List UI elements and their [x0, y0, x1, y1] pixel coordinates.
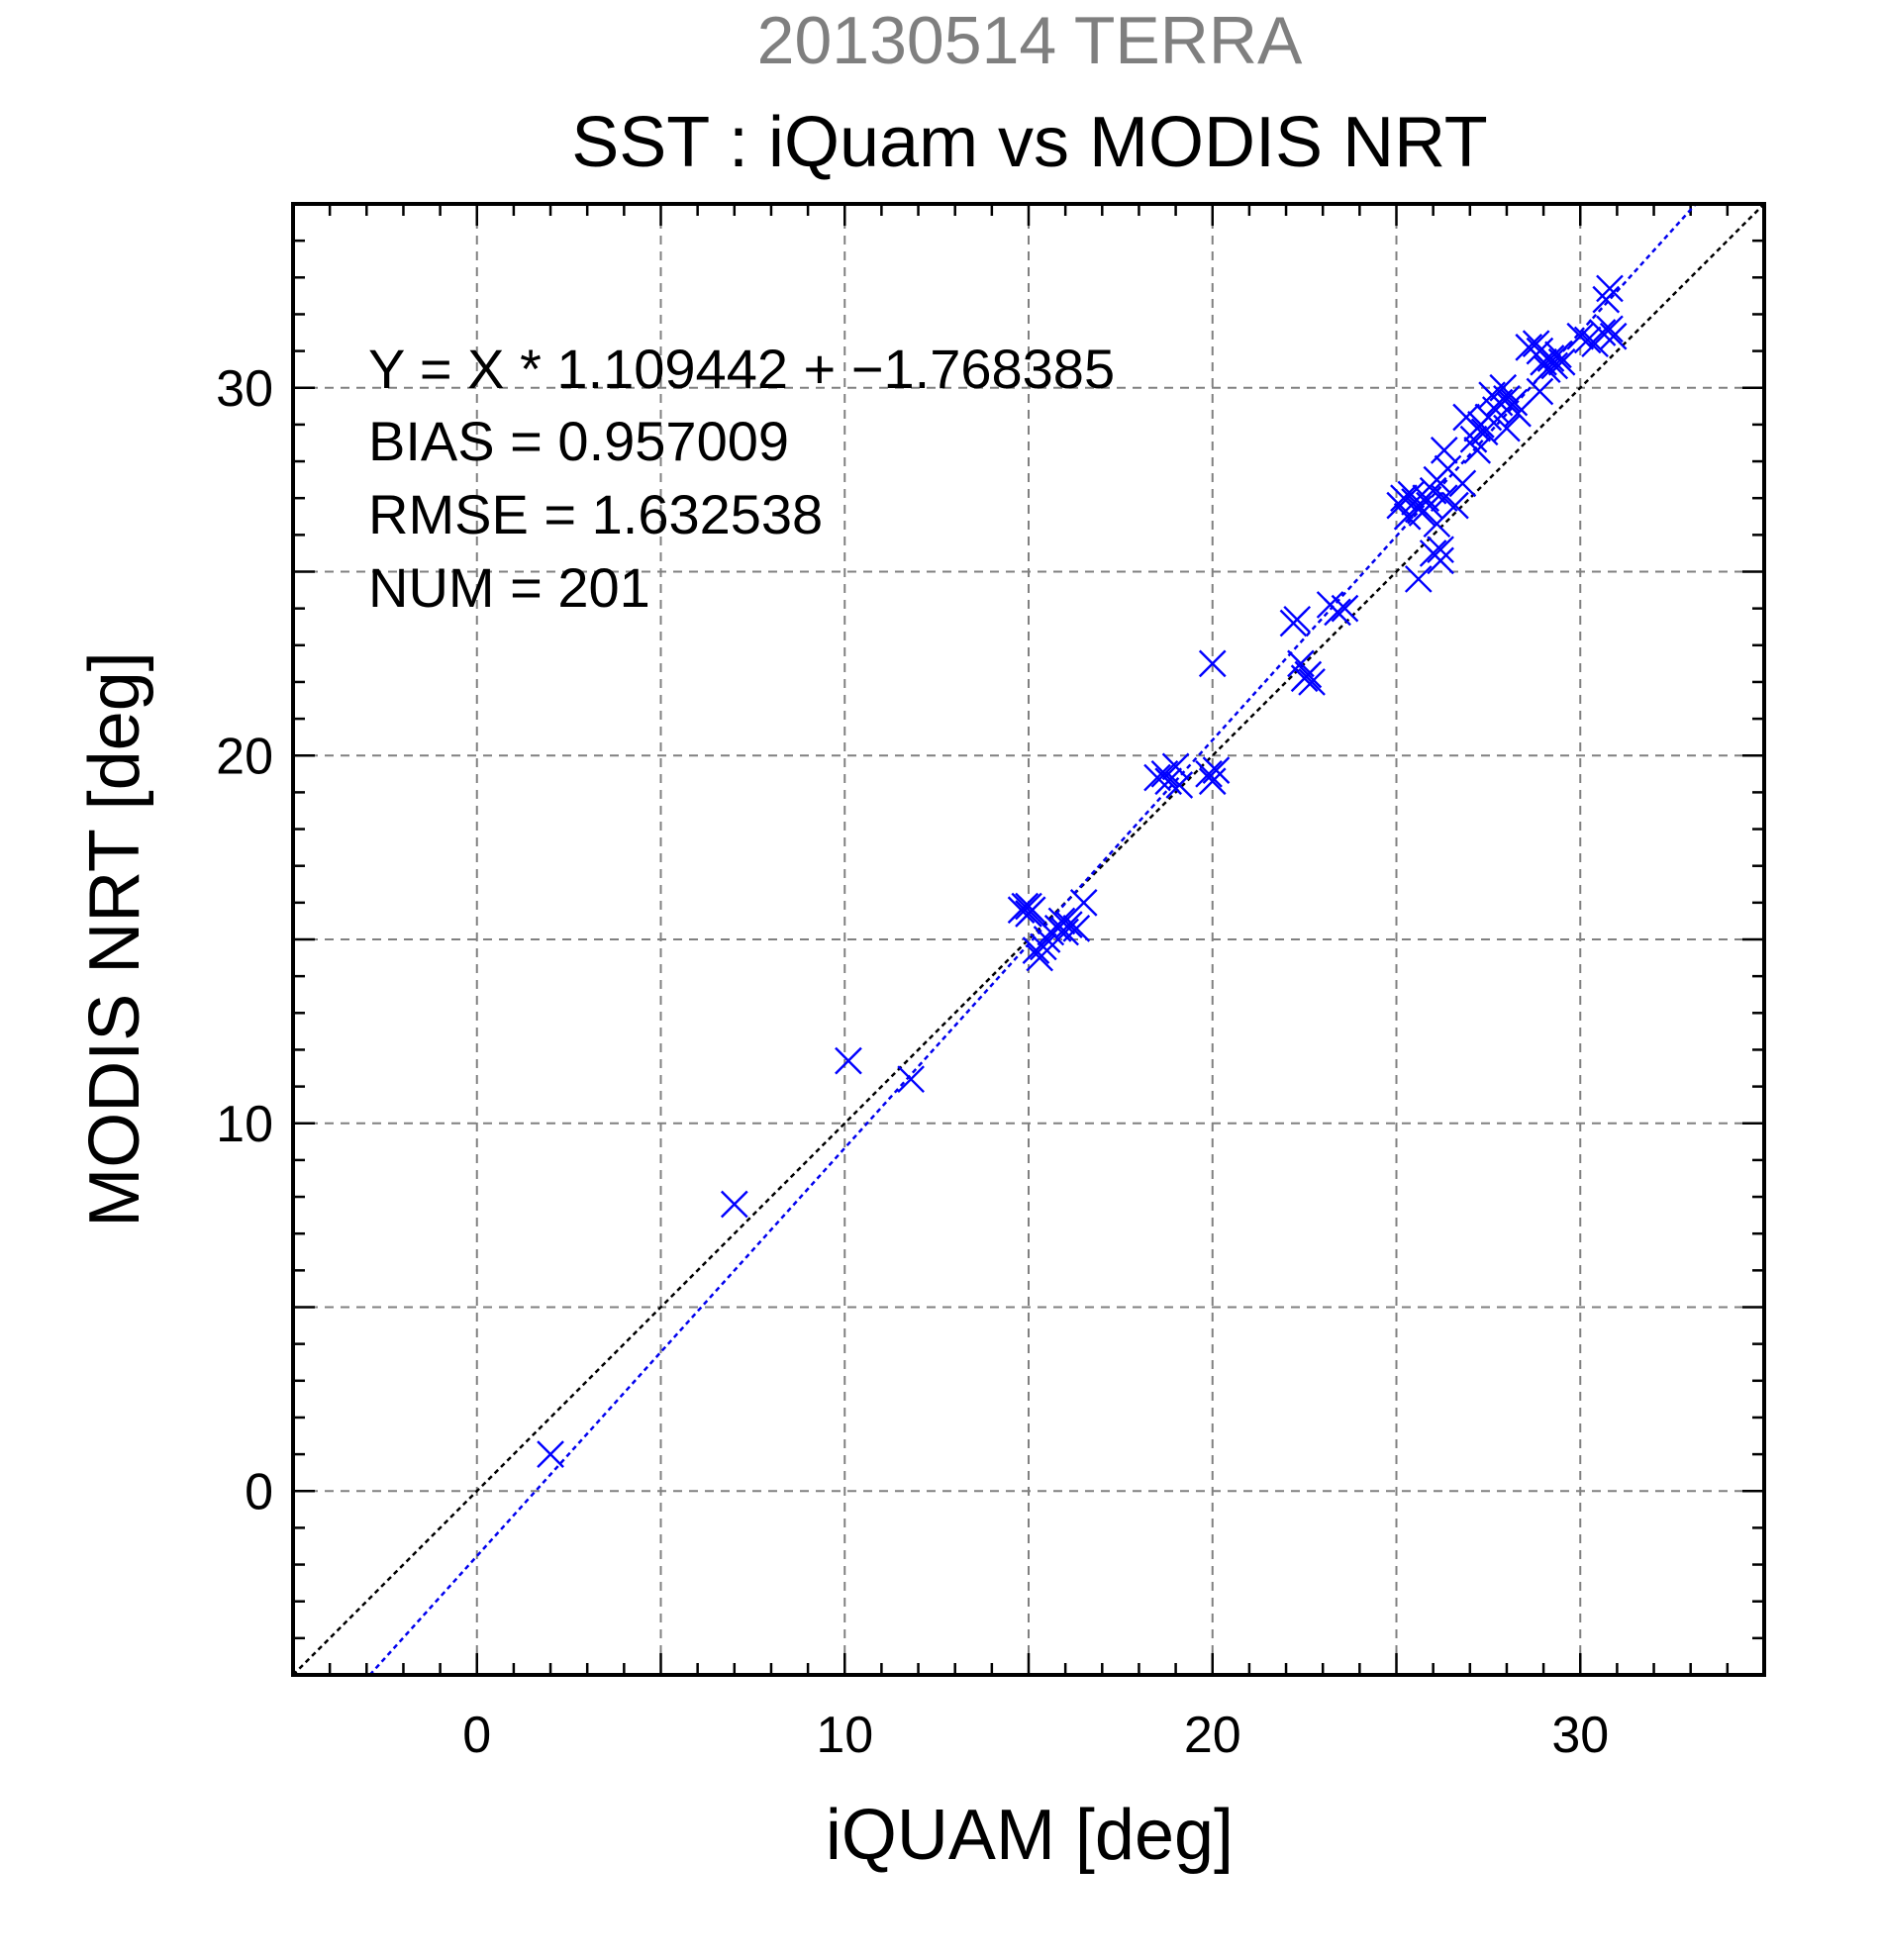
- data-point: [1390, 484, 1418, 513]
- data-point: [1026, 943, 1053, 972]
- data-point: [1526, 377, 1554, 406]
- data-point: [1493, 414, 1521, 442]
- data-point: [1283, 605, 1312, 634]
- data-point: [1069, 889, 1098, 917]
- data-point: [1573, 326, 1602, 354]
- num-text: NUM = 201: [368, 556, 650, 619]
- data-point: [1599, 322, 1628, 350]
- data-point: [1463, 437, 1492, 464]
- tick-labels: 0 10 20 30 0 10 20 30: [216, 360, 1609, 1764]
- data-point: [1596, 315, 1624, 343]
- x-tick-label: 10: [816, 1707, 873, 1764]
- data-point: [1198, 767, 1227, 796]
- data-point: [1298, 668, 1326, 696]
- data-point: [1047, 907, 1076, 935]
- data-point: [1165, 771, 1194, 799]
- data-point: [1592, 285, 1621, 314]
- data-point: [1055, 911, 1083, 938]
- data-point: [1430, 437, 1458, 464]
- data-point: [1533, 355, 1561, 384]
- data-point: [1015, 892, 1042, 921]
- y-axis-label: MODIS NRT [deg]: [75, 651, 154, 1227]
- y-tick-label: 20: [216, 728, 273, 785]
- data-point: [1195, 759, 1223, 788]
- data-point: [720, 1190, 748, 1219]
- data-point: [1202, 756, 1231, 784]
- data-point: [1404, 565, 1433, 593]
- data-point: [1596, 274, 1624, 303]
- bias-text: BIAS = 0.957009: [368, 410, 789, 472]
- data-point: [1161, 752, 1190, 781]
- rmse-text: RMSE = 1.632538: [368, 483, 823, 545]
- data-points: [537, 274, 1628, 1468]
- chart-subtitle: SST : iQuam vs MODIS NRT: [571, 103, 1488, 182]
- data-point: [1030, 932, 1057, 961]
- y-tick-label: 0: [245, 1463, 273, 1520]
- data-point: [1427, 536, 1454, 564]
- data-point: [1011, 892, 1040, 921]
- y-tick-label: 10: [216, 1096, 273, 1153]
- x-tick-label: 0: [462, 1707, 491, 1764]
- plot-frame: [291, 202, 1766, 1677]
- data-point: [1500, 388, 1529, 417]
- data-point: [1489, 373, 1518, 402]
- data-point: [1588, 319, 1617, 346]
- data-point: [1294, 660, 1323, 689]
- chart-title: 20130514 TERRA: [757, 3, 1303, 78]
- data-point: [1493, 385, 1521, 413]
- x-tick-label: 20: [1184, 1707, 1241, 1764]
- fit-equation-text: Y = X * 1.109442 + −1.768385: [368, 338, 1115, 400]
- data-point: [1331, 594, 1359, 623]
- data-point: [1448, 469, 1477, 498]
- data-point: [1536, 344, 1565, 372]
- data-point: [1540, 351, 1569, 380]
- data-point: [897, 1065, 925, 1094]
- data-point: [1566, 322, 1595, 350]
- data-point: [1547, 347, 1576, 376]
- x-axis-label: iQUAM [deg]: [826, 1796, 1234, 1875]
- data-point: [1427, 546, 1454, 575]
- x-tick-label: 30: [1551, 1707, 1609, 1764]
- data-point: [835, 1046, 862, 1075]
- data-point: [1198, 649, 1227, 678]
- data-point: [537, 1440, 564, 1468]
- data-point: [1143, 763, 1171, 792]
- data-point: [1544, 341, 1572, 369]
- data-point: [1441, 491, 1469, 520]
- data-point: [1062, 915, 1091, 942]
- data-point: [1324, 598, 1351, 627]
- data-point: [1051, 918, 1079, 946]
- data-point: [1154, 767, 1183, 796]
- data-point: [1504, 399, 1532, 428]
- y-tick-label: 30: [216, 360, 273, 418]
